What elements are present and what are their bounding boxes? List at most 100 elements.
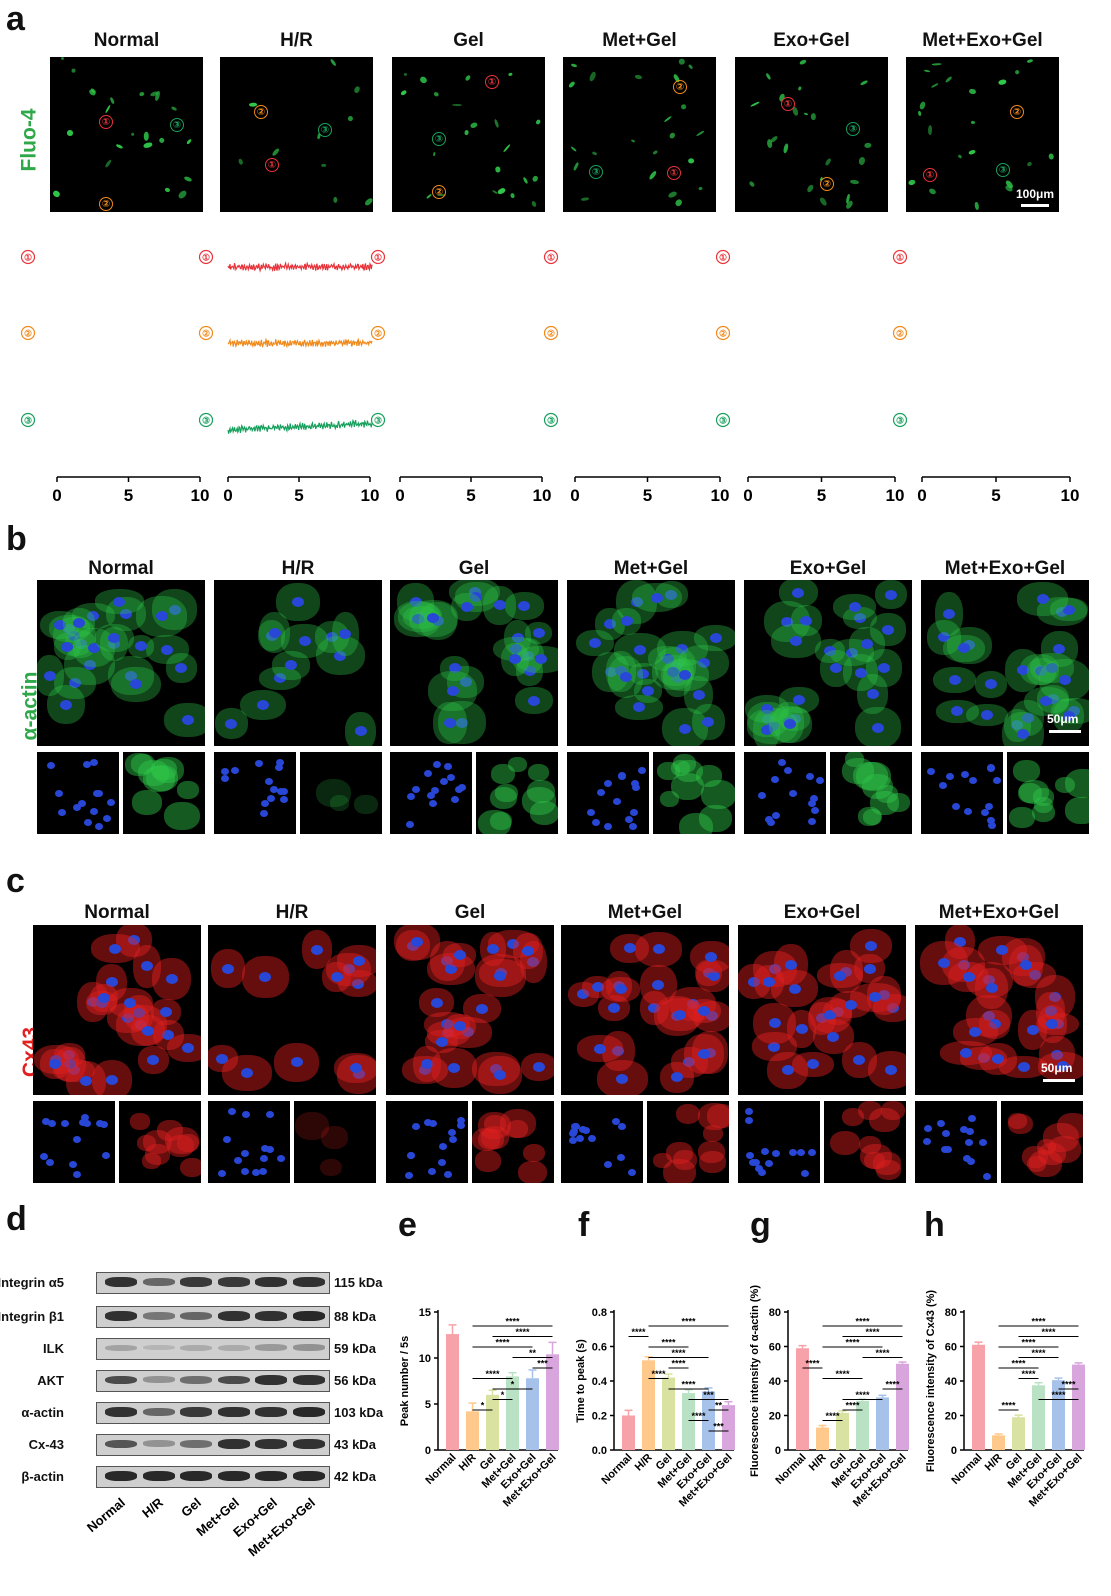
nucleus [985,983,998,994]
nucleus [614,984,627,995]
nucleus [706,1011,719,1022]
fluo4-micrograph: ① ② ③ [220,57,373,212]
actin-group-title: Normal [88,558,154,579]
nucleus [92,790,101,798]
y-tick-label: 0.2 [592,1411,607,1423]
nucleus [218,1169,227,1177]
svg-text:①: ① [896,253,904,263]
nucleus [986,817,995,825]
nucleus [352,956,365,967]
nucleus [809,794,818,802]
nucleus [61,641,74,652]
significance-label: *** [703,1390,714,1400]
cell [663,114,673,123]
y-tick-label: 0.0 [592,1445,607,1457]
cx43-stain-micrograph [472,1101,554,1183]
nucleus [983,974,996,985]
cell [928,188,938,196]
significance-label: ** [529,1348,537,1358]
cell [104,104,111,114]
nucleus [571,1122,580,1130]
bar [816,1427,829,1450]
nucleus [124,997,137,1008]
nucleus [959,1048,972,1059]
stained-cell [317,780,350,807]
nucleus [953,936,966,947]
stained-cell [126,754,153,776]
blot-band [292,1277,325,1287]
stained-cell [871,792,899,814]
stained-cell [699,806,731,832]
stained-cell [708,1104,729,1127]
nucleus [845,647,858,658]
nucleus [1049,991,1062,1002]
nucleus [459,677,472,688]
bar [1012,1417,1025,1450]
nucleus [957,959,970,970]
nucleus [292,597,305,608]
cell [634,74,642,80]
nucleus [109,943,122,954]
cell [923,69,931,73]
nucleus [523,666,536,677]
y-tick-label: 40 [769,1376,781,1388]
nucleus [670,1072,683,1083]
nucleus [175,663,188,674]
nucleus [674,1009,687,1020]
stained-cell [490,813,511,830]
actin-stain-micrograph [300,752,382,834]
actin-group-title: H/R [281,558,315,579]
nucleus [1046,662,1059,673]
nucleus [815,1013,828,1024]
nucleus [748,1159,757,1167]
nucleus [964,807,973,815]
nucleus [90,808,99,816]
nucleus [265,1111,274,1119]
protein-label: AKT [37,1373,64,1388]
nucleus [82,760,91,768]
cell [1047,152,1055,161]
nucleus [604,667,617,678]
nucleus [260,1145,269,1153]
stained-cell [481,1126,508,1148]
cx43-group-title: Met+Gel [607,902,683,923]
nucleus [778,759,787,767]
nucleus [587,809,596,817]
cell-marker: ② [254,105,268,119]
stained-cell [699,1141,724,1162]
trace-label: ② [892,325,908,341]
nucleus [234,1156,243,1164]
nucleus [98,993,110,1004]
nucleus [457,1121,466,1129]
y-tick-label: 80 [769,1307,781,1319]
nucleus [878,663,891,674]
cell [494,166,501,173]
stained-cell [132,755,154,773]
nucleus [122,1013,135,1024]
svg-text:③: ③ [202,416,210,426]
significance-label: **** [681,1317,696,1327]
protein-label: Integrin β1 [0,1309,64,1324]
nucleus [456,1116,465,1124]
blot-strip [96,1306,330,1328]
significance-label: * [481,1401,485,1411]
nucleus [937,632,950,643]
blot-group-label: Normal [84,1496,128,1535]
y-axis-label: Fluorescence intensity of Cx43 (%) [925,1290,937,1472]
cell [782,143,789,154]
cell [927,125,932,136]
stained-cell [870,1108,899,1132]
stained-cell [876,786,897,802]
cell [652,149,659,155]
cell [970,121,976,125]
stained-cell [153,757,184,782]
stained-cell [527,780,555,803]
actin-dapi-micrograph [567,752,649,834]
svg-text:①: ① [547,253,555,263]
stained-cell [702,781,735,808]
fluo4-micrograph: ① ② ③ [392,57,545,212]
significance-label: **** [865,1327,880,1337]
nucleus [758,792,767,800]
nucleus [49,1059,62,1070]
nucleus [807,800,816,808]
